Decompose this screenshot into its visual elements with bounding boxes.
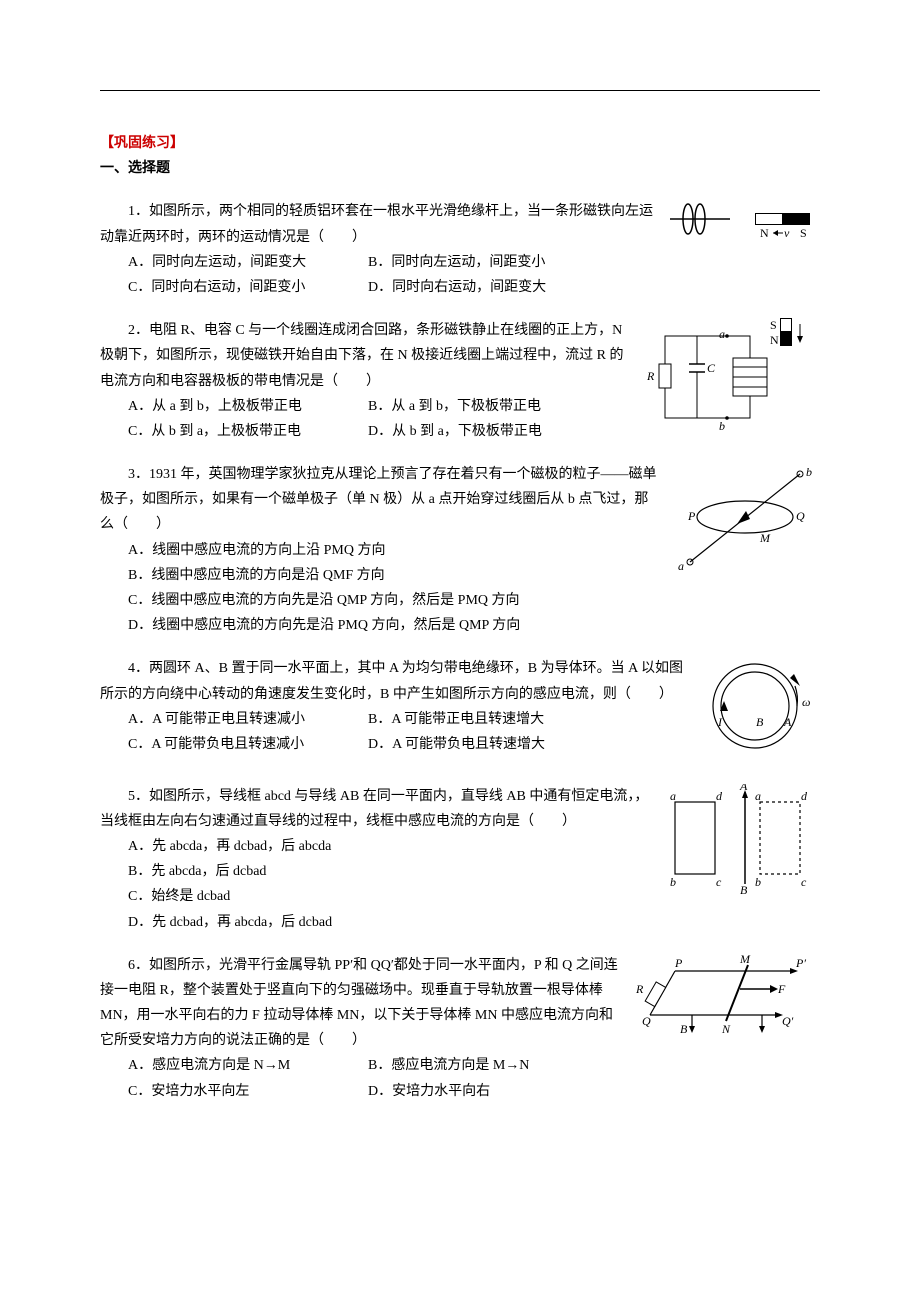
- q6-M: M: [739, 953, 751, 966]
- q3-P: P: [687, 509, 696, 523]
- q5-c: c: [716, 875, 722, 889]
- q2-a: a: [719, 327, 725, 341]
- q5-B: B: [740, 883, 748, 894]
- q5-d: d: [716, 789, 723, 803]
- q5-A: A: [739, 784, 748, 793]
- q2-opt-C: C．从 b 到 a，上极板带正电: [100, 419, 340, 444]
- q6-opt-B: B．感应电流方向是 M→N: [340, 1053, 529, 1078]
- q6-F: F: [777, 982, 786, 996]
- q6-Q: Q: [642, 1014, 651, 1028]
- q3-figure: P Q M a b: [670, 462, 820, 581]
- q2-R: R: [646, 369, 655, 383]
- q6-R: R: [635, 982, 644, 996]
- q6-opt-C: C．安培力水平向左: [100, 1079, 340, 1104]
- question-5: a d b c A B a d b c 5．如图所示，导线框 abcd 与导线 …: [100, 784, 820, 935]
- q5-b: b: [670, 875, 676, 889]
- question-6: P P′ Q Q′ R M N F B 6．如图所示，光滑平行金属导轨 PP′和…: [100, 953, 820, 1104]
- q6-N: N: [721, 1022, 731, 1036]
- q6-P: P: [674, 956, 683, 970]
- q2-b: b: [719, 419, 725, 433]
- q2-figure: a b R C S N: [645, 318, 820, 442]
- q4-omega: ω: [802, 695, 810, 709]
- q3-opt-D: D．线圈中感应电流的方向先是沿 PMQ 方向，然后是 QMP 方向: [128, 618, 520, 633]
- q4-opt-A: A．A 可能带正电且转速减小: [100, 707, 340, 732]
- q5-a2: a: [755, 789, 761, 803]
- question-1: N v S 1．如图所示，两个相同的轻质铝环套在一根水平光滑绝缘杆上，当一条形磁…: [100, 199, 820, 300]
- q2-opt-B: B．从 a 到 b，下极板带正电: [340, 394, 541, 419]
- q4-figure: A B I ω: [700, 656, 820, 765]
- q6-Pp: P′: [795, 956, 806, 970]
- q3-opt-A: A．线圈中感应电流的方向上沿 PMQ 方向: [128, 543, 385, 558]
- q2-opt-A: A．从 a 到 b，上极板带正电: [100, 394, 340, 419]
- q1-N: N: [760, 226, 769, 240]
- q4-opt-B: B．A 可能带正电且转速增大: [340, 707, 544, 732]
- q3-Q: Q: [796, 509, 805, 523]
- q6-Qp: Q′: [782, 1014, 794, 1028]
- q6-B1: B: [680, 1022, 688, 1036]
- q1-S: S: [800, 226, 807, 240]
- q6-figure: P P′ Q Q′ R M N F B: [630, 953, 820, 1052]
- q1-v: v: [784, 226, 790, 240]
- q5-c2: c: [801, 875, 807, 889]
- q4-opt-C: C．A 可能带负电且转速减小: [100, 732, 340, 757]
- q5-opt-D: D．先 dcbad，再 abcda，后 dcbad: [128, 915, 332, 930]
- q3-M: M: [759, 531, 771, 545]
- q2-C: C: [707, 361, 716, 375]
- q1-opt-D: D．同时向右运动，间距变大: [340, 275, 546, 300]
- question-4: A B I ω 4．两圆环 A、B 置于同一水平面上，其中 A 为均匀带电绝缘环…: [100, 656, 820, 765]
- page-top-rule: [100, 90, 820, 91]
- q5-opt-A: A．先 abcda，再 dcbad，后 abcda: [128, 839, 331, 854]
- q5-a: a: [670, 789, 676, 803]
- subsection-title: 一、选择题: [100, 156, 820, 181]
- q2-opt-D: D．从 b 到 a，下极板带正电: [340, 419, 542, 444]
- q3-b: b: [806, 465, 812, 479]
- q1-figure: N v S: [670, 199, 820, 258]
- q3-opt-C: C．线圈中感应电流的方向先是沿 QMP 方向，然后是 PMQ 方向: [128, 593, 520, 608]
- q4-I: I: [717, 715, 723, 729]
- q3-a: a: [678, 559, 684, 572]
- q1-opt-B: B．同时向左运动，间距变小: [340, 250, 545, 275]
- q1-opt-C: C．同时向右运动，间距变小: [100, 275, 340, 300]
- q1-opt-A: A．同时向左运动，间距变大: [100, 250, 340, 275]
- q6-opt-A: A．感应电流方向是 N→M: [100, 1053, 340, 1078]
- question-2: a b R C S N 2．电阻 R、电容 C 与一个: [100, 318, 820, 444]
- q2-N: N: [770, 333, 779, 347]
- q5-b2: b: [755, 875, 761, 889]
- q4-opt-D: D．A 可能带负电且转速增大: [340, 732, 545, 757]
- q5-d2: d: [801, 789, 808, 803]
- question-3: P Q M a b 3．1931 年，英国物理学家狄拉克从理论上预言了存在着只有…: [100, 462, 820, 638]
- q5-opt-C: C．始终是 dcbad: [128, 889, 230, 904]
- q5-figure: a d b c A B a d b c: [660, 784, 820, 903]
- q3-opt-B: B．线圈中感应电流的方向是沿 QMF 方向: [128, 568, 385, 583]
- section-title: 【巩固练习】: [100, 131, 820, 156]
- q5-opt-B: B．先 abcda，后 dcbad: [128, 864, 266, 879]
- q4-A: A: [783, 715, 792, 729]
- q6-opt-D: D．安培力水平向右: [340, 1079, 490, 1104]
- q4-B: B: [756, 715, 764, 729]
- q2-S: S: [770, 318, 777, 332]
